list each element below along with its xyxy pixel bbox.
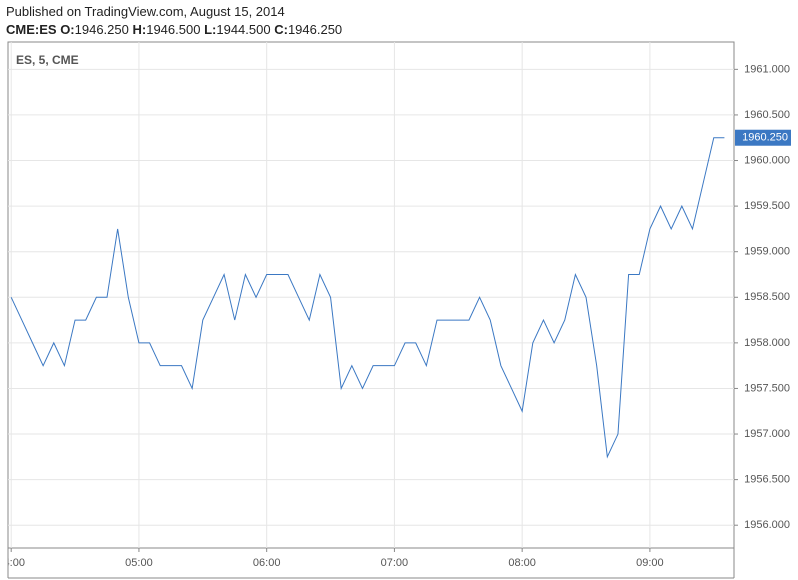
ohlc-bar: CME:ES O:1946.250 H:1946.500 L:1944.500 … bbox=[6, 22, 342, 37]
price-line bbox=[10, 137, 725, 459]
ohlc-value: 1944.500 bbox=[216, 22, 271, 37]
last-price-label: 1960.250 bbox=[742, 132, 788, 144]
y-tick-label: 1960.500 bbox=[744, 109, 790, 121]
y-tick-label: 1958.500 bbox=[744, 291, 790, 303]
x-tick-label: 08:00 bbox=[508, 557, 536, 569]
plot-frame bbox=[7, 41, 735, 549]
symbol: CME:ES bbox=[6, 22, 57, 37]
last-price-tag bbox=[735, 129, 791, 146]
legend: ES, 5, CME bbox=[16, 53, 79, 67]
y-tick-label: 1961.000 bbox=[744, 63, 790, 75]
y-tick-label: 1956.500 bbox=[744, 474, 790, 486]
ohlc-values: O:1946.250 H:1946.500 L:1944.500 C:1946.… bbox=[60, 22, 342, 37]
x-tick-label: 09:00 bbox=[636, 557, 664, 569]
ohlc-key: H: bbox=[132, 22, 147, 37]
ohlc-value: 1946.250 bbox=[287, 22, 343, 37]
published-note: Published on TradingView.com, August 15,… bbox=[6, 4, 285, 19]
x-tick-label: 07:00 bbox=[381, 557, 409, 569]
y-tick-label: 1958.000 bbox=[744, 337, 790, 349]
ohlc-key: L: bbox=[204, 22, 217, 37]
x-tick-label: 04:00 bbox=[0, 557, 25, 569]
ohlc-value: 1946.250 bbox=[74, 22, 129, 37]
y-tick-label: 1957.000 bbox=[744, 428, 790, 440]
x-tick-label: 05:00 bbox=[125, 557, 153, 569]
y-tick-label: 1956.000 bbox=[744, 519, 790, 531]
x-axis: 04:00 05:00 06:00 07:00 08:00 09:00 bbox=[0, 548, 664, 569]
ohlc-key: O: bbox=[60, 22, 75, 37]
ohlc-value: 1946.500 bbox=[146, 22, 201, 37]
y-tick-label: 1957.500 bbox=[744, 382, 790, 394]
x-tick-label: 06:00 bbox=[253, 557, 281, 569]
y-tick-label: 1959.000 bbox=[744, 246, 790, 258]
y-tick-label: 1959.500 bbox=[744, 200, 790, 212]
ohlc-key: C: bbox=[274, 22, 288, 37]
y-tick-label: 1960.000 bbox=[744, 154, 790, 166]
